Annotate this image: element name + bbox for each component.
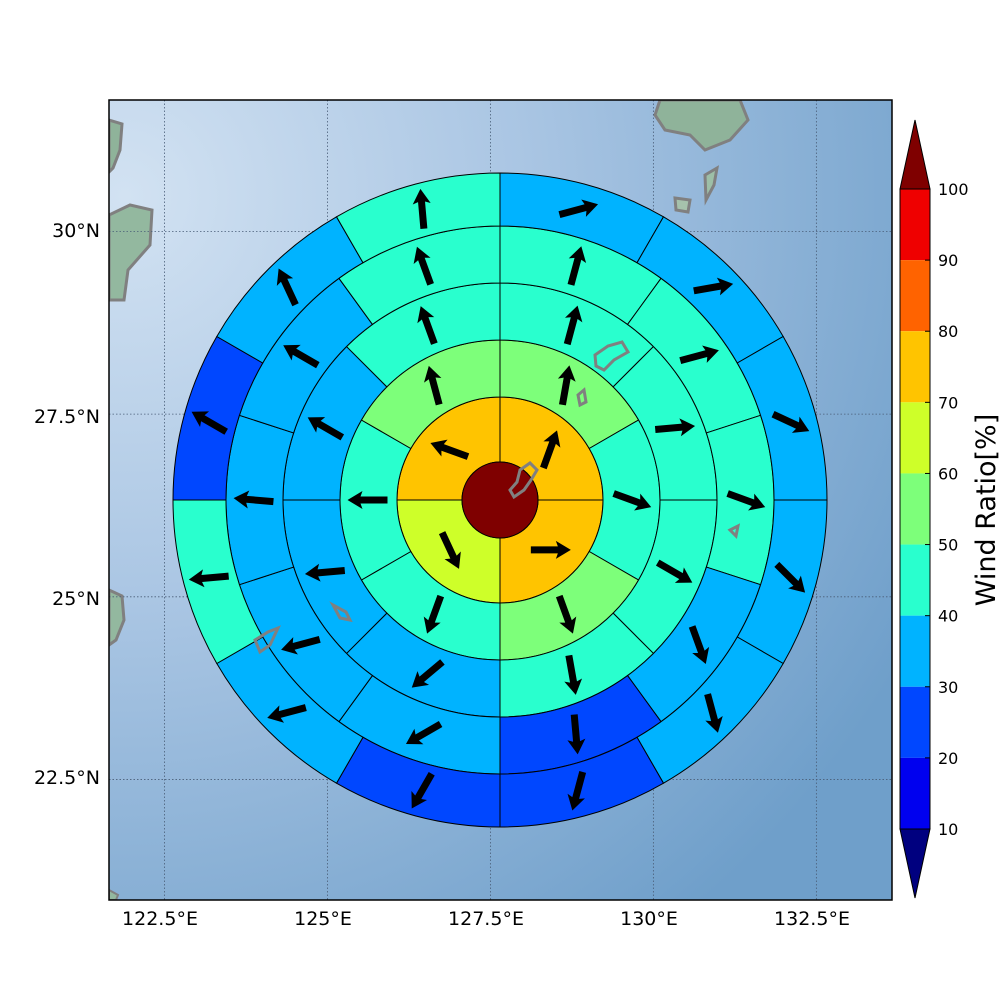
wind-arrow <box>726 490 766 511</box>
wind-arrow <box>411 772 435 809</box>
polar-wind-grid <box>172 172 828 828</box>
colorbar-tick-label: 80 <box>938 322 958 341</box>
wind-arrow <box>771 411 810 433</box>
wind-arrow <box>557 365 576 406</box>
wind-arrow <box>567 246 587 286</box>
colorbar-segment <box>900 615 930 687</box>
wind-arrow <box>413 246 434 286</box>
lon-label-132-5: 132.5°E <box>774 908 850 930</box>
wind-arrow <box>693 277 734 296</box>
colorbar-segment <box>900 189 930 261</box>
wind-arrow <box>438 531 461 569</box>
wind-arrow <box>530 540 571 559</box>
colorbar-extend-max <box>899 119 931 190</box>
colorbar-tick-label: 100 <box>938 180 969 199</box>
wind-arrow <box>281 636 321 655</box>
land-taiwan-south <box>109 888 120 900</box>
colorbar-label: Wind Ratio[%] <box>971 414 1000 606</box>
colorbar-tick-label: 50 <box>938 536 958 555</box>
wind-arrow <box>347 491 388 509</box>
wind-arrow <box>411 659 445 688</box>
wind-arrow <box>191 411 228 435</box>
wind-arrow <box>567 771 587 811</box>
lat-label-22-5: 22.5°N <box>34 767 100 789</box>
colorbar-extend-min <box>899 828 931 899</box>
lat-label-27-5: 27.5°N <box>34 406 100 428</box>
land-yakushima <box>673 196 692 214</box>
wind-arrow <box>267 704 307 723</box>
wind-arrow <box>405 720 443 745</box>
colorbar-segment <box>900 331 930 403</box>
colorbar-tick-label: 10 <box>938 820 958 839</box>
colorbar-segments <box>899 119 931 899</box>
wind-arrow <box>276 268 299 307</box>
wind-arrow <box>412 188 431 229</box>
wind-arrow <box>679 345 719 364</box>
wind-arrow <box>612 490 652 511</box>
wind-arrow <box>417 306 438 345</box>
okinawa-island <box>508 461 539 500</box>
okinawa-island-outlines <box>253 340 741 655</box>
colorbar-tick-label: 30 <box>938 678 958 697</box>
colorbar-segment <box>900 260 930 332</box>
lon-label-125: 125°E <box>294 908 352 930</box>
wind-arrow <box>423 594 445 634</box>
wind-arrow <box>774 561 806 593</box>
wind-arrow <box>563 305 583 346</box>
lon-label-127-5: 127.5°E <box>448 908 524 930</box>
land-china-coast <box>109 118 124 175</box>
land-areas <box>109 100 750 900</box>
land-tanegashima <box>703 165 720 206</box>
wind-arrow <box>704 693 723 733</box>
colorbar: 10 20 30 40 50 60 70 80 90 100 Wind Ratio[%] <box>899 119 1000 899</box>
wind-arrow <box>430 439 470 460</box>
colorbar-tick-labels: 10 20 30 40 50 60 70 80 90 100 <box>925 180 969 839</box>
wind-arrow <box>558 199 599 219</box>
colorbar-segment <box>900 757 930 829</box>
colorbar-tick-label: 40 <box>938 607 958 626</box>
latitude-labels: 22.5°N 25°N 27.5°N 30°N <box>34 220 100 789</box>
wind-arrow <box>304 563 346 582</box>
colorbar-tick-label: 90 <box>938 251 958 270</box>
wind-arrow <box>567 714 586 755</box>
lon-label-122-5: 122.5°E <box>122 908 198 930</box>
daito-island <box>727 523 741 540</box>
wind-arrow <box>564 654 583 695</box>
colorbar-tick-label: 70 <box>938 393 958 412</box>
land-kyushu <box>653 100 750 152</box>
colorbar-segment <box>900 686 930 758</box>
colorbar-segment <box>900 402 930 474</box>
colorbar-tick-label: 60 <box>938 464 958 483</box>
wind-arrow <box>188 569 229 588</box>
wind-arrow <box>540 430 561 470</box>
wind-sector <box>335 172 501 264</box>
map-frame <box>108 99 893 901</box>
lat-label-30: 30°N <box>52 220 100 242</box>
wind-arrow <box>655 559 693 583</box>
tokunoshima-island <box>576 387 588 408</box>
wind-arrow <box>654 418 696 437</box>
wind-arrow <box>233 490 274 509</box>
map-panel <box>108 99 893 901</box>
ishigaki-island <box>253 625 281 655</box>
miyako-island <box>329 601 353 623</box>
land-taiwan <box>109 588 126 647</box>
lat-label-25: 25°N <box>52 588 100 610</box>
colorbar-segment <box>900 544 930 616</box>
colorbar-segment <box>900 473 930 545</box>
colorbar-tick-label: 20 <box>938 749 958 768</box>
wind-arrow <box>688 625 710 665</box>
lon-label-130: 130°E <box>620 908 678 930</box>
wind-arrow <box>307 417 345 441</box>
wind-arrow <box>283 344 320 369</box>
wind-arrow <box>555 594 577 634</box>
wind-arrow <box>424 365 443 406</box>
longitude-labels: 122.5°E 125°E 127.5°E 130°E 132.5°E <box>122 908 850 930</box>
center-disc <box>461 461 539 539</box>
land-zhejiang-islands <box>109 203 154 302</box>
amami-island <box>593 340 631 372</box>
